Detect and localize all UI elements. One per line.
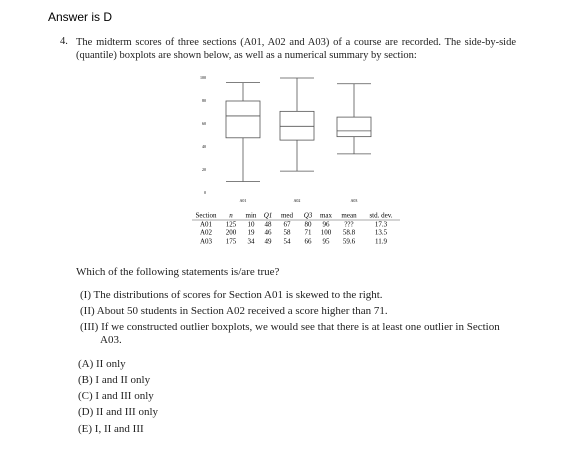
option: (C) I and III only bbox=[78, 390, 154, 402]
question-number: 4. bbox=[60, 36, 68, 47]
table-cell: A02 bbox=[200, 229, 213, 237]
y-tick-label: 60 bbox=[202, 121, 206, 126]
table-cell: 48 bbox=[265, 221, 273, 229]
table-cell: 200 bbox=[226, 229, 237, 237]
table-cell: 13.5 bbox=[375, 229, 388, 237]
y-tick-label: 80 bbox=[202, 98, 206, 103]
table-cell: 66 bbox=[305, 238, 313, 246]
prompt: Which of the following statements is/are… bbox=[76, 266, 280, 278]
y-tick-label: 40 bbox=[202, 144, 206, 149]
x-tick-label: A01 bbox=[240, 198, 247, 203]
table-cell: 80 bbox=[305, 221, 313, 229]
table-header: mean bbox=[341, 212, 357, 220]
box bbox=[336, 116, 372, 138]
table-cell: 59.6 bbox=[343, 238, 356, 246]
option: (E) I, II and III bbox=[78, 423, 144, 435]
table-header: std. dev. bbox=[369, 212, 392, 220]
table-cell: 96 bbox=[323, 221, 331, 229]
table-cell: 34 bbox=[248, 238, 256, 246]
table-header: min bbox=[246, 212, 257, 220]
statement: (III) If we constructed outlier boxplots… bbox=[80, 321, 500, 346]
option: (D) II and III only bbox=[78, 406, 159, 418]
table-cell: 67 bbox=[284, 221, 292, 229]
table-cell: 58 bbox=[284, 229, 292, 237]
table-cell: 10 bbox=[248, 221, 256, 229]
x-tick-label: A02 bbox=[294, 198, 301, 203]
table-header: Section bbox=[196, 212, 217, 220]
table-cell: 71 bbox=[305, 229, 313, 237]
table-cell: 54 bbox=[284, 238, 292, 246]
y-tick-label: 0 bbox=[204, 190, 206, 195]
table-cell: 49 bbox=[265, 238, 273, 246]
table-header: Q1 bbox=[264, 212, 273, 220]
table-cell: 175 bbox=[226, 238, 237, 246]
table-cell: 58.8 bbox=[343, 229, 356, 237]
y-tick-label: 100 bbox=[200, 75, 206, 80]
table-header: med bbox=[281, 212, 294, 220]
table-header: Q3 bbox=[304, 212, 313, 220]
table-cell: 46 bbox=[265, 229, 273, 237]
table-header: max bbox=[320, 212, 333, 220]
table-cell: 125 bbox=[226, 221, 237, 229]
table-cell: 17.3 bbox=[375, 221, 388, 229]
table-cell: 11.9 bbox=[375, 238, 387, 246]
box bbox=[225, 100, 261, 139]
table-cell: ??? bbox=[344, 221, 353, 229]
table-cell: 100 bbox=[321, 229, 332, 237]
option: (B) I and II only bbox=[78, 374, 151, 386]
statement: (I) The distributions of scores for Sect… bbox=[80, 289, 383, 301]
table-cell: 95 bbox=[323, 238, 331, 246]
question-text: The midterm scores of three sections (A0… bbox=[76, 37, 516, 61]
y-tick-label: 20 bbox=[202, 167, 206, 172]
table-header: n bbox=[229, 212, 233, 220]
answer: Answer is D bbox=[48, 10, 113, 24]
box bbox=[279, 110, 315, 141]
statement: (II) About 50 students in Section A02 re… bbox=[80, 305, 388, 317]
table-cell: A01 bbox=[200, 221, 213, 229]
x-tick-label: A03 bbox=[351, 198, 358, 203]
table-cell: 19 bbox=[248, 229, 256, 237]
option: (A) II only bbox=[78, 358, 126, 370]
table-cell: A03 bbox=[200, 238, 213, 246]
